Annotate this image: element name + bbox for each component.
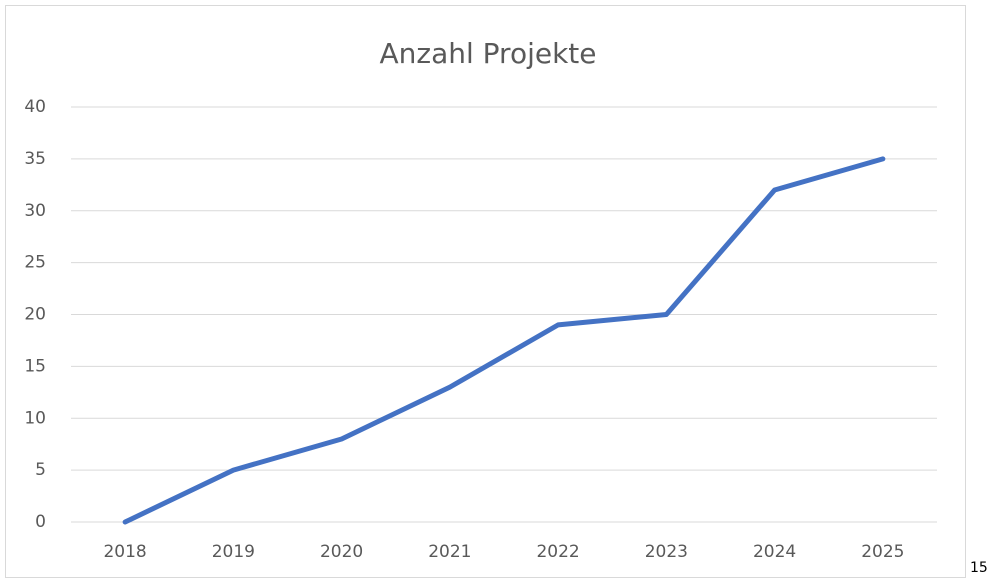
chart-title: Anzahl Projekte [379, 37, 596, 70]
x-tick-label: 2025 [861, 542, 904, 562]
y-tick-label: 20 [24, 305, 46, 325]
y-tick-label: 35 [24, 149, 46, 169]
x-tick-label: 2020 [320, 542, 363, 562]
y-tick-label: 15 [24, 356, 46, 376]
x-tick-label: 2023 [645, 542, 688, 562]
data-line [122, 156, 886, 525]
x-tick-label: 2018 [103, 542, 146, 562]
x-tick-label: 2022 [536, 542, 579, 562]
x-tick-label: 2024 [753, 542, 796, 562]
y-tick-label: 5 [35, 460, 46, 480]
y-tick-label: 10 [24, 408, 46, 428]
x-tick-label: 2019 [212, 542, 255, 562]
y-tick-label: 25 [24, 253, 46, 273]
x-tick-label: 2021 [428, 542, 471, 562]
y-tick-label: 0 [35, 512, 46, 532]
chart-border [5, 5, 966, 578]
y-tick-label: 30 [24, 201, 46, 221]
page-number: 15 [970, 560, 988, 576]
y-tick-label: 40 [24, 97, 46, 117]
